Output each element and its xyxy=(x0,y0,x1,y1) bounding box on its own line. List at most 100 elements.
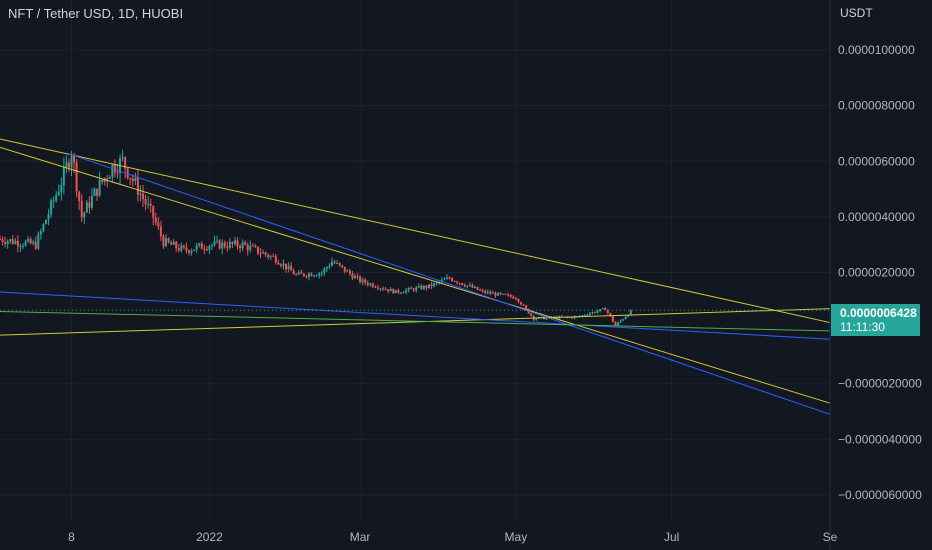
candle-body xyxy=(320,272,323,274)
candle-body xyxy=(619,320,622,323)
candle-body xyxy=(394,289,397,294)
candle-body xyxy=(359,276,362,283)
candle-body xyxy=(208,246,211,250)
candle-body xyxy=(147,203,150,205)
candle-body xyxy=(525,305,528,309)
candle-body xyxy=(34,241,37,249)
price-tick-label: −0.0000020000 xyxy=(838,377,922,391)
candle-body xyxy=(290,265,293,271)
price-axis-unit: USDT xyxy=(840,6,873,20)
candle-body xyxy=(39,230,42,235)
candle-body xyxy=(491,292,494,294)
candle-body xyxy=(116,172,119,174)
candle-body xyxy=(244,242,247,245)
candle-body xyxy=(629,310,632,316)
candle-body xyxy=(85,202,88,213)
candle-body xyxy=(198,243,201,246)
candle-body xyxy=(57,191,60,195)
candle-body xyxy=(509,295,512,297)
candle-body xyxy=(458,283,461,285)
price-tick-label: 0.0000100000 xyxy=(838,43,915,57)
candle-body xyxy=(226,246,229,248)
candle-body xyxy=(402,292,405,294)
candle-body xyxy=(601,308,604,310)
candle-body xyxy=(583,315,586,317)
candle-body xyxy=(443,279,446,281)
candle-body xyxy=(379,288,382,290)
candle-body xyxy=(522,304,525,306)
candle-body xyxy=(497,292,499,296)
candle-body xyxy=(627,315,630,317)
candle-body xyxy=(264,252,267,255)
candle-body xyxy=(606,309,609,313)
candle-body xyxy=(216,240,219,242)
candle-body xyxy=(499,292,502,294)
last-price-label: 0.0000006428 11:11:30 xyxy=(831,304,920,336)
candle-body xyxy=(111,164,114,177)
candle-body xyxy=(371,283,374,287)
candle-body xyxy=(338,262,341,266)
candle-body xyxy=(205,249,208,251)
candle-body xyxy=(256,246,259,254)
candle-body xyxy=(586,315,589,317)
candle-body xyxy=(213,241,216,245)
candle-body xyxy=(37,234,40,249)
candle-body xyxy=(93,188,96,197)
candle-body xyxy=(486,291,489,293)
candle-body xyxy=(272,255,275,257)
candle-body xyxy=(231,241,234,244)
candle-body xyxy=(1,239,4,243)
candle-body xyxy=(165,238,167,247)
candle-body xyxy=(461,283,464,286)
candle-body xyxy=(162,236,165,247)
candle-body xyxy=(67,162,70,168)
candle-body xyxy=(142,193,145,199)
candle-body xyxy=(489,291,492,294)
candle-body xyxy=(154,217,157,223)
candle-body xyxy=(42,223,45,231)
candle-body xyxy=(581,315,584,317)
time-axis[interactable]: 8 2022 Mar May Jul Se xyxy=(68,530,837,544)
candle-body xyxy=(351,273,354,279)
candle-body xyxy=(507,294,510,296)
symbol-title[interactable]: NFT / Tether USD, 1D, HUOBI xyxy=(8,6,184,21)
candle-body xyxy=(417,286,420,288)
candle-body xyxy=(428,284,431,289)
candle-body xyxy=(241,242,244,249)
chart-grid xyxy=(0,0,831,520)
candle-body xyxy=(249,245,252,251)
candle-body xyxy=(14,240,17,244)
candle-body xyxy=(448,277,451,279)
candle-body xyxy=(159,226,162,237)
candle-body xyxy=(297,272,300,275)
candle-body xyxy=(611,316,614,322)
candle-body xyxy=(149,203,152,206)
time-tick-label: 8 xyxy=(68,530,75,544)
candle-body xyxy=(200,243,203,249)
candle-body xyxy=(451,278,454,282)
candle-body xyxy=(65,162,68,168)
bar-countdown: 11:11:30 xyxy=(840,320,885,334)
candle-body xyxy=(376,287,379,289)
candle-body xyxy=(463,285,466,287)
candle-body xyxy=(228,241,231,248)
candle-body xyxy=(185,247,188,251)
candle-body xyxy=(6,241,9,245)
candle-body xyxy=(80,201,83,218)
candle-body xyxy=(16,240,19,247)
candle-body xyxy=(195,245,198,250)
candle-body xyxy=(32,241,35,244)
candle-body xyxy=(425,285,428,289)
candle-body xyxy=(129,177,132,179)
candle-body xyxy=(479,289,482,291)
candle-body xyxy=(175,241,178,249)
price-axis[interactable]: 0.0000100000 0.0000080000 0.0000060000 0.00… xyxy=(838,43,922,502)
candle-body xyxy=(453,281,456,283)
candle-body xyxy=(295,274,298,276)
candle-body xyxy=(44,220,47,224)
candle-body xyxy=(47,214,50,221)
candle-body xyxy=(210,244,213,247)
candle-body xyxy=(476,286,479,290)
price-tick-label: −0.0000040000 xyxy=(838,432,922,446)
